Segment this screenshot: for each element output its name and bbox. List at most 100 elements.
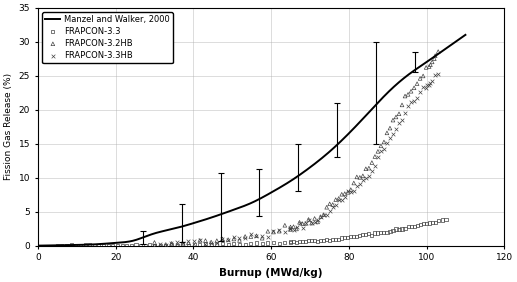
FRAPCON-3.3 — [247, 241, 255, 246]
FRAPCON-3.2HB — [364, 166, 373, 170]
FRAPCON-3.3HB — [224, 238, 232, 242]
FRAPCON-3.2HB — [316, 214, 325, 219]
FRAPCON-3.3 — [286, 240, 295, 244]
FRAPCON-3.3 — [201, 241, 209, 246]
FRAPCON-3.3 — [413, 223, 421, 227]
FRAPCON-3.3HB — [235, 236, 244, 240]
FRAPCON-3.3 — [356, 233, 364, 238]
FRAPCON-3.3HB — [401, 111, 409, 115]
FRAPCON-3.2HB — [247, 234, 255, 239]
Legend: Manzel and Walker, 2000, FRAPCON-3.3, FRAPCON-3.2HB, FRAPCON-3.3HB: Manzel and Walker, 2000, FRAPCON-3.3, FR… — [42, 12, 173, 63]
Manzel and Walker, 2000 — [320, 155, 326, 158]
FRAPCON-3.2HB — [383, 131, 391, 135]
FRAPCON-3.3HB — [353, 184, 361, 189]
FRAPCON-3.2HB — [168, 241, 176, 246]
FRAPCON-3.2HB — [207, 240, 215, 244]
FRAPCON-3.3HB — [425, 82, 433, 87]
FRAPCON-3.3HB — [422, 86, 430, 91]
FRAPCON-3.3HB — [407, 100, 415, 105]
FRAPCON-3.3 — [407, 224, 415, 229]
FRAPCON-3.2HB — [212, 238, 221, 243]
Line: Manzel and Walker, 2000: Manzel and Walker, 2000 — [38, 35, 465, 246]
Manzel and Walker, 2000 — [287, 180, 293, 183]
FRAPCON-3.3 — [395, 227, 403, 232]
FRAPCON-3.2HB — [295, 220, 303, 224]
FRAPCON-3.2HB — [392, 115, 400, 119]
FRAPCON-3.3 — [298, 239, 307, 244]
Manzel and Walker, 2000 — [111, 241, 117, 245]
FRAPCON-3.3 — [329, 237, 337, 242]
FRAPCON-3.3HB — [298, 225, 307, 230]
FRAPCON-3.3 — [207, 242, 215, 246]
FRAPCON-3.3 — [431, 220, 439, 225]
FRAPCON-3.2HB — [359, 174, 367, 178]
FRAPCON-3.3 — [258, 241, 266, 245]
FRAPCON-3.3HB — [395, 121, 403, 125]
FRAPCON-3.3 — [425, 221, 433, 225]
FRAPCON-3.3 — [377, 230, 385, 235]
FRAPCON-3.3 — [419, 221, 427, 226]
FRAPCON-3.3 — [316, 239, 325, 243]
FRAPCON-3.3 — [81, 242, 89, 247]
FRAPCON-3.2HB — [311, 216, 319, 221]
FRAPCON-3.3HB — [377, 148, 385, 153]
FRAPCON-3.3HB — [252, 233, 261, 238]
FRAPCON-3.2HB — [401, 94, 409, 98]
FRAPCON-3.3HB — [275, 228, 283, 232]
FRAPCON-3.3HB — [201, 241, 209, 246]
FRAPCON-3.3 — [364, 231, 373, 236]
FRAPCON-3.3HB — [230, 235, 238, 240]
FRAPCON-3.2HB — [275, 229, 283, 233]
FRAPCON-3.3HB — [389, 132, 397, 136]
FRAPCON-3.3 — [383, 230, 391, 235]
FRAPCON-3.3 — [58, 243, 66, 248]
FRAPCON-3.3HB — [190, 239, 199, 243]
FRAPCON-3.3 — [398, 227, 406, 231]
FRAPCON-3.3 — [72, 243, 80, 248]
FRAPCON-3.3 — [286, 239, 295, 244]
X-axis label: Burnup (MWd/kg): Burnup (MWd/kg) — [219, 268, 323, 278]
FRAPCON-3.3HB — [269, 229, 278, 233]
FRAPCON-3.2HB — [356, 175, 364, 180]
FRAPCON-3.2HB — [422, 65, 430, 70]
FRAPCON-3.2HB — [389, 118, 397, 122]
FRAPCON-3.3 — [331, 238, 340, 242]
FRAPCON-3.3 — [295, 239, 303, 244]
FRAPCON-3.3HB — [295, 221, 303, 226]
FRAPCON-3.3 — [230, 242, 238, 246]
FRAPCON-3.3 — [311, 238, 319, 243]
FRAPCON-3.2HB — [386, 126, 394, 130]
FRAPCON-3.2HB — [286, 225, 295, 229]
FRAPCON-3.3 — [150, 243, 159, 248]
FRAPCON-3.3HB — [349, 188, 358, 193]
FRAPCON-3.3 — [442, 217, 450, 222]
Manzel and Walker, 2000 — [357, 120, 363, 124]
FRAPCON-3.3HB — [162, 242, 170, 247]
FRAPCON-3.3 — [77, 243, 85, 248]
FRAPCON-3.3 — [341, 235, 349, 239]
FRAPCON-3.2HB — [395, 111, 403, 116]
FRAPCON-3.2HB — [374, 149, 382, 154]
FRAPCON-3.2HB — [301, 221, 310, 226]
FRAPCON-3.3 — [99, 243, 108, 248]
FRAPCON-3.3 — [293, 240, 301, 245]
FRAPCON-3.3 — [150, 243, 159, 247]
FRAPCON-3.3HB — [428, 78, 436, 83]
FRAPCON-3.3 — [301, 239, 310, 244]
FRAPCON-3.3 — [353, 234, 361, 239]
FRAPCON-3.3 — [368, 233, 376, 238]
FRAPCON-3.2HB — [173, 243, 181, 247]
FRAPCON-3.2HB — [305, 217, 313, 222]
FRAPCON-3.2HB — [407, 89, 415, 94]
FRAPCON-3.3HB — [368, 168, 376, 173]
FRAPCON-3.3 — [346, 234, 355, 239]
FRAPCON-3.2HB — [252, 233, 261, 238]
FRAPCON-3.3 — [416, 222, 424, 227]
FRAPCON-3.2HB — [430, 56, 438, 61]
FRAPCON-3.3 — [95, 243, 103, 247]
FRAPCON-3.2HB — [308, 221, 316, 225]
FRAPCON-3.3HB — [173, 239, 181, 244]
FRAPCON-3.3HB — [392, 126, 400, 131]
FRAPCON-3.3HB — [434, 72, 443, 77]
FRAPCON-3.3 — [123, 243, 131, 248]
